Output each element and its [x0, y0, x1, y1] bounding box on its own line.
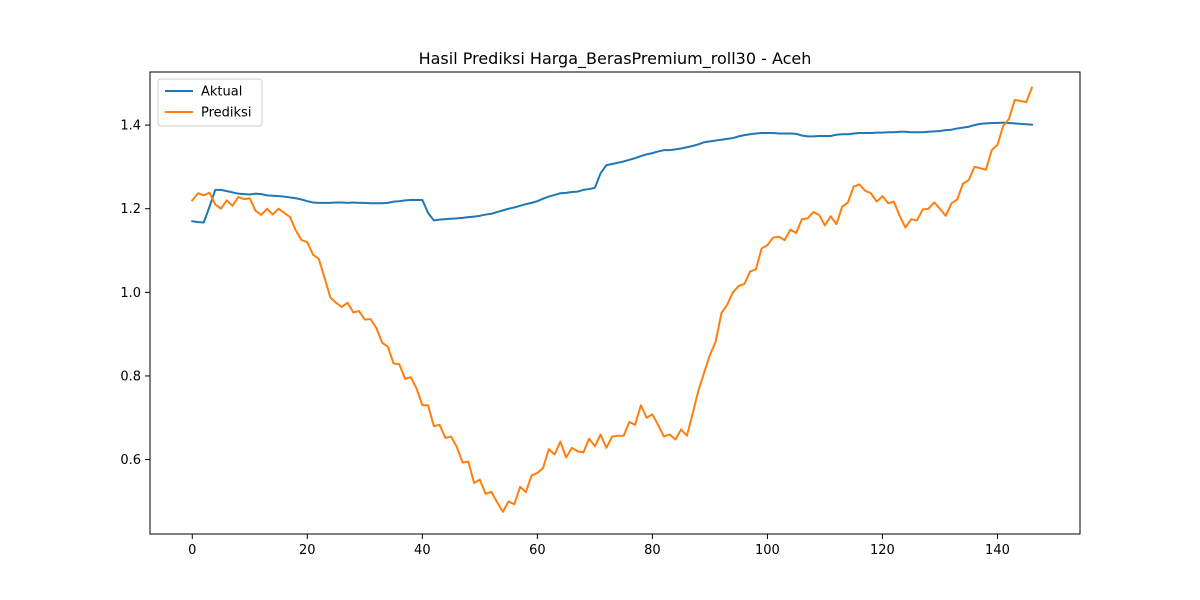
x-tick-label: 120	[870, 543, 895, 558]
chart-title: Hasil Prediksi Harga_BerasPremium_roll30…	[419, 49, 812, 69]
series-line-aktual	[191, 121, 1034, 224]
y-tick-label: 1.2	[120, 202, 141, 217]
x-tick-label: 100	[755, 543, 780, 558]
x-tick-label: 60	[529, 543, 546, 558]
y-tick-label: 1.0	[120, 286, 141, 301]
series-line-prediksi	[190, 86, 1034, 513]
legend: Aktual Prediksi	[157, 78, 263, 127]
axes-frame	[149, 71, 1081, 535]
legend-label-aktual: Aktual	[201, 85, 242, 100]
x-tick-label: 80	[644, 543, 661, 558]
plot-area	[190, 86, 1034, 513]
x-tick-label: 40	[414, 543, 431, 558]
legend-label-prediksi: Prediksi	[201, 106, 251, 121]
x-tick-label: 20	[299, 543, 316, 558]
axes: 0 20 40 60 80 100 120 140 0.6 0.8 1.0 1.2 1.4	[120, 71, 1081, 558]
x-tick-label: 0	[188, 543, 196, 558]
y-tick-label: 1.4	[120, 119, 141, 134]
y-tick-label: 0.6	[120, 453, 141, 468]
x-tick-label: 140	[985, 543, 1010, 558]
y-tick-label: 0.8	[120, 369, 141, 384]
